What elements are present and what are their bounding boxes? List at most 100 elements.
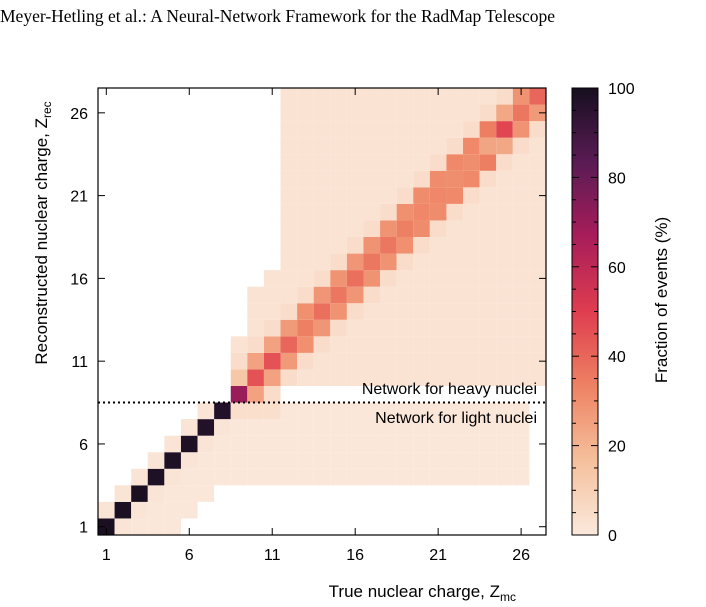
heatmap-cell <box>413 352 430 370</box>
heatmap-cell <box>280 137 298 155</box>
heatmap-cell <box>297 435 314 453</box>
heatmap-cell <box>346 137 364 155</box>
heatmap-cell <box>263 303 281 320</box>
heatmap-cell <box>197 452 215 469</box>
heatmap-cell <box>479 220 497 237</box>
heatmap-cell <box>463 369 480 386</box>
plot-frame <box>97 87 547 536</box>
heatmap-cell <box>230 435 248 453</box>
heatmap-cell <box>164 452 181 469</box>
heatmap-cell <box>263 402 281 420</box>
heatmap-cell <box>496 220 513 237</box>
heatmap-cell <box>463 270 480 287</box>
y-axis-label: Reconstructed nuclear charge, Zrec <box>32 101 54 364</box>
heatmap-cell <box>463 286 480 304</box>
heatmap-cell <box>396 88 414 105</box>
heatmap-cell <box>496 237 513 254</box>
heatmap-cell <box>313 435 331 453</box>
y-axis-label-subscript: rec <box>40 101 54 118</box>
heatmap-cell <box>346 154 364 171</box>
heatmap-cell <box>330 336 347 353</box>
heatmap-cell <box>313 170 331 188</box>
heatmap-cell <box>413 253 430 271</box>
heatmap-cell <box>496 104 513 122</box>
heatmap-cell <box>529 220 546 237</box>
colorbar-tick-label: 40 <box>608 349 626 366</box>
heatmap-cell <box>429 303 447 320</box>
heatmap-cells <box>98 88 546 535</box>
heatmap-cell <box>446 270 464 287</box>
heatmap-cell <box>313 468 331 486</box>
heatmap-cell <box>263 286 281 304</box>
heatmap-cell <box>313 270 331 287</box>
heatmap-cell <box>363 468 381 486</box>
heatmap-cell <box>529 104 546 122</box>
heatmap-cell <box>297 369 314 386</box>
heatmap-cell <box>263 419 281 436</box>
heatmap-cell <box>114 501 132 519</box>
heatmap-cell <box>380 286 397 304</box>
heatmap-cell <box>280 369 298 386</box>
heatmap-cell <box>512 220 530 237</box>
heatmap-cell <box>313 121 331 138</box>
heatmap-cell <box>330 286 347 304</box>
heatmap-cell <box>346 121 364 138</box>
heatmap-cell <box>496 352 513 370</box>
heatmap-cell <box>512 270 530 287</box>
y-tick-label: 11 <box>71 354 88 371</box>
heatmap-cell <box>463 104 480 122</box>
heatmap-cell <box>280 187 298 204</box>
heatmap-cell <box>346 336 364 353</box>
heatmap-cell <box>247 452 264 469</box>
heatmap-cell <box>297 319 314 337</box>
heatmap-cell <box>330 369 347 386</box>
heatmap-cell <box>380 452 397 469</box>
heatmap-cell <box>263 352 281 370</box>
heatmap-cell <box>479 203 497 221</box>
heatmap-cell <box>463 303 480 320</box>
heatmap-cell <box>380 154 397 171</box>
heatmap-cell <box>346 88 364 105</box>
heatmap-cell <box>280 104 298 122</box>
x-tick-label: 11 <box>264 547 281 564</box>
heatmap-cell <box>529 237 546 254</box>
heatmap-cell <box>463 88 480 105</box>
heatmap-cell <box>512 88 530 105</box>
heatmap-cell <box>297 203 314 221</box>
heatmap-cell <box>180 501 198 519</box>
colorbar-tick-label: 0 <box>608 528 617 545</box>
heatmap-cell <box>413 220 430 237</box>
heatmap-cell <box>479 402 497 420</box>
heatmap-cell <box>396 303 414 320</box>
heatmap-cell <box>297 253 314 271</box>
heatmap-cell <box>496 270 513 287</box>
heatmap-cell <box>429 170 447 188</box>
heatmap-cell <box>363 319 381 337</box>
x-tick-label: 21 <box>429 547 447 564</box>
annotation-heavy: Network for heavy nuclei <box>362 381 537 398</box>
heatmap-cell <box>380 419 397 436</box>
heatmap-cell <box>346 369 364 386</box>
heatmap-cell <box>297 336 314 353</box>
heatmap-cell <box>429 253 447 271</box>
heatmap-cell <box>446 402 464 420</box>
heatmap-cell <box>446 468 464 486</box>
heatmap-cell <box>463 137 480 155</box>
heatmap-cell <box>330 237 347 254</box>
heatmap-cell <box>496 419 513 436</box>
heatmap-cell <box>529 253 546 271</box>
heatmap-cell <box>214 419 231 436</box>
heatmap-cell <box>380 303 397 320</box>
heatmap-cell <box>380 336 397 353</box>
heatmap-cell <box>346 435 364 453</box>
heatmap-cell <box>313 154 331 171</box>
heatmap-cell <box>247 419 264 436</box>
heatmap-cell <box>512 402 530 420</box>
heatmap-cell <box>313 187 331 204</box>
heatmap-cell <box>479 286 497 304</box>
heatmap-cell <box>280 170 298 188</box>
heatmap-cell <box>330 319 347 337</box>
heatmap-cell <box>496 336 513 353</box>
heatmap-cell <box>413 121 430 138</box>
